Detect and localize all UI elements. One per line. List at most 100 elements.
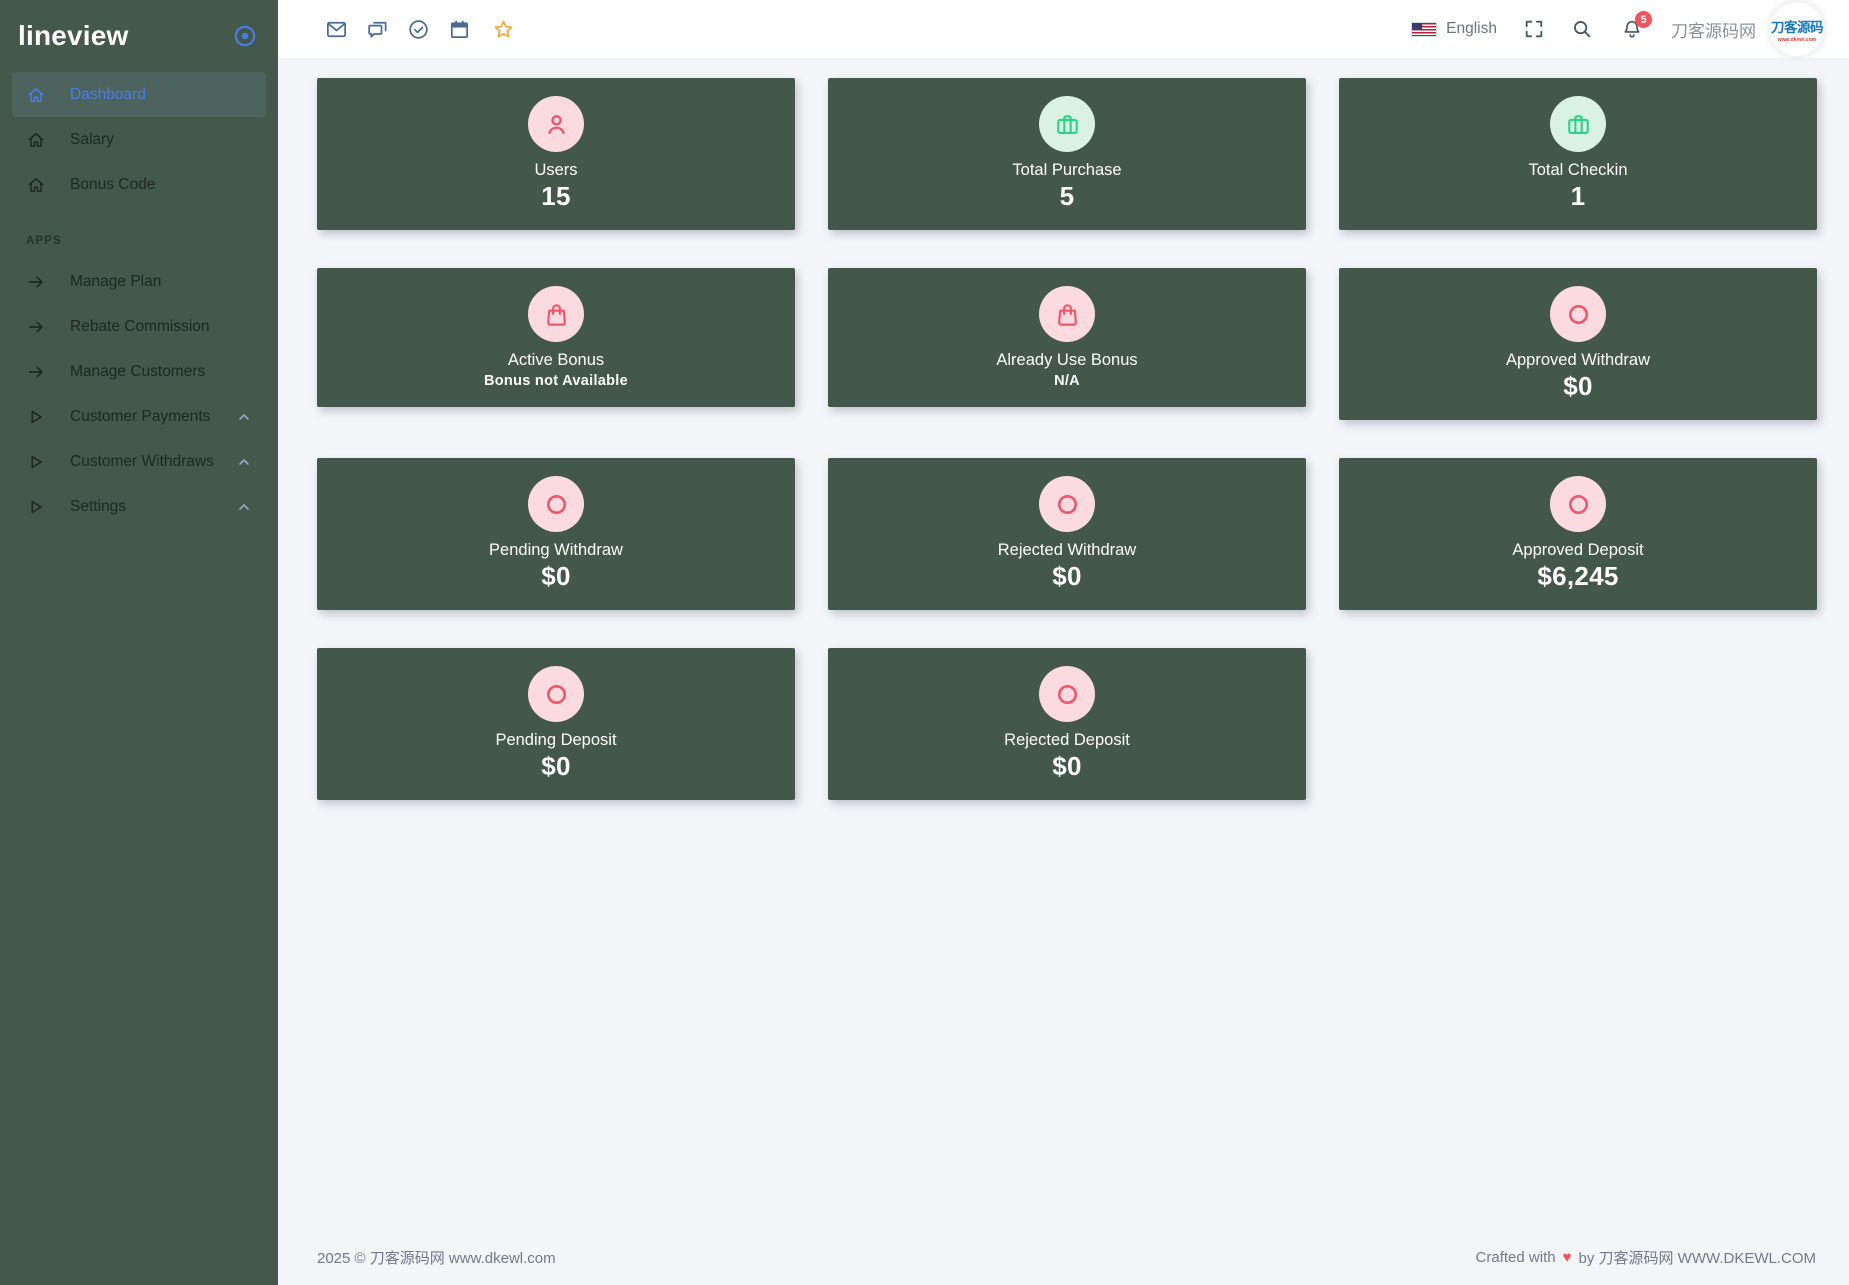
search-icon[interactable]	[1571, 18, 1593, 40]
brand-logo: lineview	[18, 20, 129, 51]
language-selector[interactable]: English	[1446, 20, 1497, 37]
arrow-right-icon	[28, 276, 43, 287]
sidebar-item-customer-withdraws[interactable]: Customer Withdraws	[12, 439, 266, 484]
card-row: Active Bonus Bonus not Available Already…	[317, 268, 1817, 420]
sidebar-item-label: Rebate Commission	[70, 317, 210, 335]
card-row: Users 15 Total Purchase 5 Total Checkin …	[317, 78, 1817, 230]
briefcase-icon	[1056, 114, 1078, 134]
calendar-icon[interactable]	[448, 18, 471, 41]
user-icon	[547, 114, 565, 134]
card-value: N/A	[1054, 373, 1080, 389]
chevron-up-icon[interactable]	[236, 454, 252, 470]
circle-ring-icon	[546, 684, 566, 704]
chevron-up-icon[interactable]	[236, 499, 252, 515]
sidebar-item-manage-plan[interactable]: Manage Plan	[12, 259, 266, 304]
stat-card-rejected-deposit: Rejected Deposit $0	[828, 648, 1306, 800]
card-icon-badge	[528, 666, 584, 722]
card-icon-badge	[1039, 476, 1095, 532]
notification-count-badge: 5	[1635, 11, 1652, 28]
sidebar-item-label: Manage Plan	[70, 272, 162, 290]
card-icon-badge	[1039, 286, 1095, 342]
avatar[interactable]: 刀客源码 www.dkewl.com	[1770, 2, 1824, 56]
home-icon	[28, 132, 44, 147]
card-label: Pending Deposit	[495, 731, 617, 749]
card-icon-badge	[528, 96, 584, 152]
chat-icon[interactable]	[366, 18, 389, 41]
us-flag-icon[interactable]	[1412, 22, 1437, 36]
card-value: $0	[1563, 371, 1593, 401]
card-icon-badge	[1039, 666, 1095, 722]
arrow-right-icon	[28, 321, 43, 332]
sidebar-item-manage-customers[interactable]: Manage Customers	[12, 349, 266, 394]
card-icon-badge	[1550, 96, 1606, 152]
footer-credit-prefix: Crafted with	[1475, 1248, 1556, 1266]
card-value: $0	[541, 561, 571, 591]
dashboard-content: Users 15 Total Purchase 5 Total Checkin …	[278, 58, 1849, 1229]
card-row: Pending Withdraw $0 Rejected Withdraw $0…	[317, 458, 1817, 610]
topbar: English 5 刀客源码网 刀客源码 www.dkewl.com	[278, 0, 1849, 58]
footer-copyright: 2025 © 刀客源码网 www.dkewl.com	[317, 1249, 556, 1267]
footer: 2025 © 刀客源码网 www.dkewl.com Crafted with …	[278, 1229, 1849, 1285]
circle-ring-icon	[1057, 494, 1077, 514]
sidebar-item-label: Dashboard	[70, 85, 146, 103]
logo-subtext: www.dkewl.com	[1777, 36, 1817, 43]
card-label: Rejected Withdraw	[997, 541, 1137, 559]
card-label: Total Checkin	[1528, 161, 1628, 179]
footer-credit: Crafted with ♥ by 刀客源码网 WWW.DKEWL.COM	[1476, 1247, 1816, 1268]
star-icon[interactable]	[492, 18, 515, 41]
stat-card-active-bonus: Active Bonus Bonus not Available	[317, 268, 795, 407]
footer-credit-suffix: by 刀客源码网 WWW.DKEWL.COM	[1578, 1249, 1817, 1267]
sidebar-item-label: Settings	[70, 497, 127, 515]
card-value: $6,245	[1537, 561, 1619, 591]
sidebar-item-salary[interactable]: Salary	[12, 117, 266, 162]
chevron-up-icon[interactable]	[236, 409, 252, 425]
stat-card-users: Users 15	[317, 78, 795, 230]
sidebar-item-bonus-code[interactable]: Bonus Code	[12, 162, 266, 207]
arrow-right-icon	[28, 366, 43, 377]
heart-icon: ♥	[1562, 1248, 1572, 1266]
card-icon-badge	[528, 476, 584, 532]
stat-card-total-checkin: Total Checkin 1	[1339, 78, 1817, 230]
sidebar-item-customer-payments[interactable]: Customer Payments	[12, 394, 266, 439]
main-area: English 5 刀客源码网 刀客源码 www.dkewl.com Users…	[278, 0, 1849, 1285]
sidebar-item-dashboard[interactable]: Dashboard	[12, 72, 266, 117]
card-value: 15	[541, 181, 571, 211]
sidebar-item-rebate-commission[interactable]: Rebate Commission	[12, 304, 266, 349]
sidebar-item-settings[interactable]: Settings	[12, 484, 266, 529]
play-icon	[31, 500, 42, 513]
sidebar-item-label: Manage Customers	[70, 362, 206, 380]
mail-icon[interactable]	[325, 18, 348, 41]
card-icon-badge	[1550, 476, 1606, 532]
briefcase-icon	[1567, 114, 1589, 134]
circle-ring-icon	[1057, 684, 1077, 704]
card-label: Approved Deposit	[1512, 541, 1644, 559]
stat-card-approved-deposit: Approved Deposit $6,245	[1339, 458, 1817, 610]
topbar-right: English 5 刀客源码网 刀客源码 www.dkewl.com	[1412, 2, 1824, 56]
topbar-brand-text: 刀客源码网	[1671, 21, 1756, 41]
record-icon[interactable]	[232, 23, 258, 49]
stat-card-approved-withdraw: Approved Withdraw $0	[1339, 268, 1817, 420]
fullscreen-icon[interactable]	[1523, 18, 1545, 40]
check-circle-icon[interactable]	[407, 18, 430, 41]
card-value: 5	[1059, 181, 1075, 211]
card-icon-badge	[1550, 286, 1606, 342]
card-value: $0	[1052, 561, 1082, 591]
sidebar-item-label: Bonus Code	[70, 175, 156, 193]
logo-text: 刀客源码	[1771, 19, 1824, 35]
stat-card-pending-withdraw: Pending Withdraw $0	[317, 458, 795, 610]
topbar-shortcut-icons	[325, 18, 515, 41]
home-icon	[28, 87, 44, 102]
card-value: $0	[1052, 751, 1082, 781]
sidebar: lineview Dashboard Salary Bonus Code APP…	[0, 0, 278, 1285]
card-value: 1	[1570, 181, 1586, 211]
card-label: Approved Withdraw	[1506, 351, 1650, 369]
sidebar-item-label: Customer Payments	[70, 407, 211, 425]
shopping-bag-icon	[1057, 303, 1077, 326]
stat-card-total-purchase: Total Purchase 5	[828, 78, 1306, 230]
sidebar-menu: Dashboard Salary Bonus Code APPS Manage …	[0, 72, 278, 529]
card-label: Already Use Bonus	[996, 351, 1138, 369]
sidebar-section-apps: APPS	[26, 235, 62, 247]
play-icon	[31, 455, 42, 468]
notifications-button[interactable]: 5	[1621, 11, 1652, 40]
card-icon-badge	[528, 286, 584, 342]
